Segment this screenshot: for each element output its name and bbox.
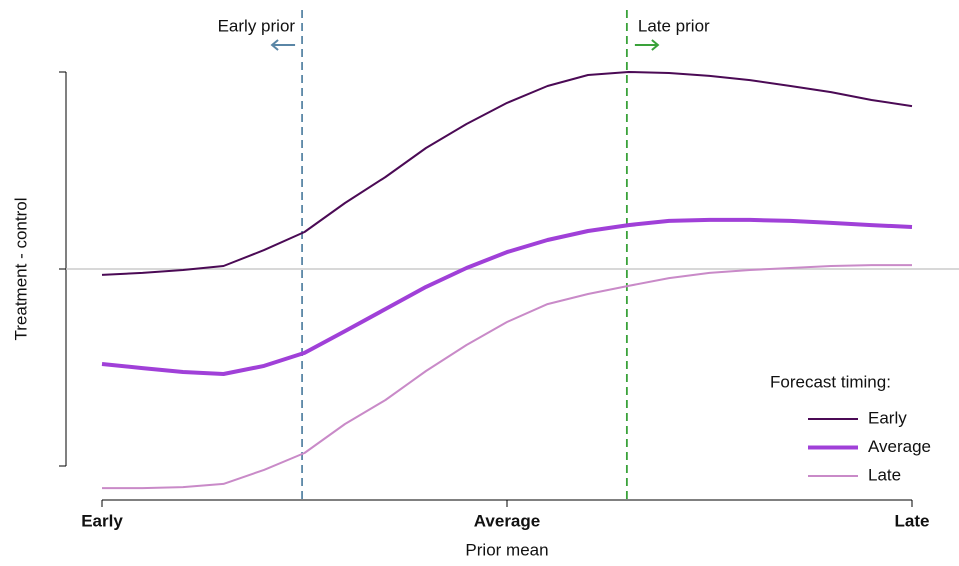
- series-line: [101, 71, 913, 276]
- series-line: [101, 217, 913, 376]
- arrow: [270, 39, 296, 51]
- arrow: [634, 39, 660, 51]
- vertical-line-label: Early prior: [218, 16, 296, 35]
- legend-label: Late: [868, 465, 901, 484]
- x-axis-label: Prior mean: [465, 540, 548, 559]
- series-line: [102, 264, 912, 490]
- vertical-line-label: Late prior: [638, 16, 710, 35]
- x-tick-label: Average: [474, 511, 540, 530]
- legend-label: Average: [868, 437, 931, 456]
- legend-title: Forecast timing:: [770, 372, 891, 391]
- x-tick-label: Early: [81, 511, 123, 530]
- x-tick-label: Late: [895, 511, 930, 530]
- y-axis-label: Treatment - control: [11, 198, 30, 341]
- legend-label: Early: [868, 408, 907, 427]
